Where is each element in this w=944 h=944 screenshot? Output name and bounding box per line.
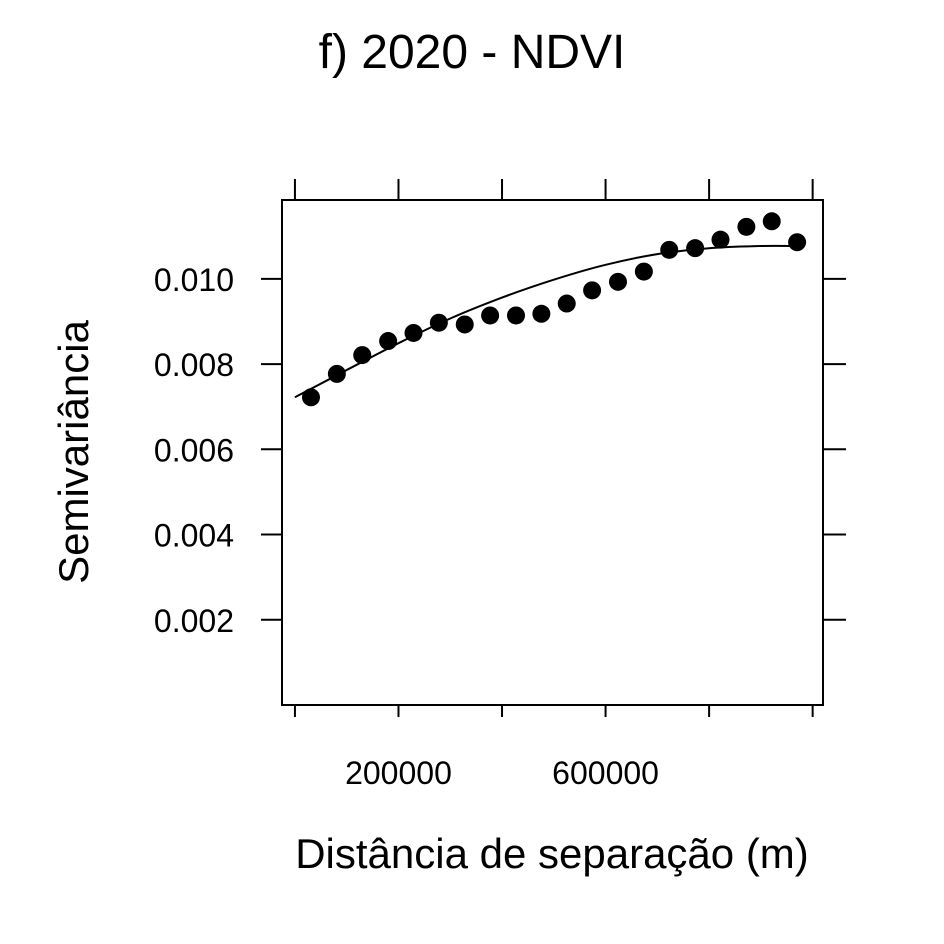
chart-title: f) 2020 - NDVI xyxy=(319,26,626,79)
data-point xyxy=(737,217,756,236)
data-point xyxy=(404,323,423,342)
data-point xyxy=(301,388,320,407)
y-tick-label: 0.006 xyxy=(154,432,234,468)
data-point xyxy=(429,313,448,332)
y-tick-label: 0.004 xyxy=(154,518,234,554)
y-axis-ticks xyxy=(261,277,846,621)
data-point xyxy=(660,240,679,259)
data-point xyxy=(557,294,576,313)
data-point xyxy=(762,212,781,231)
data-point xyxy=(379,332,398,351)
fitted-model-line xyxy=(294,244,798,399)
data-point xyxy=(711,230,730,249)
data-point xyxy=(608,272,627,291)
x-tick-label: 200000 xyxy=(345,755,452,791)
data-point xyxy=(327,364,346,383)
data-point xyxy=(583,281,602,300)
y-tick-label: 0.002 xyxy=(154,603,234,639)
plot-frame xyxy=(281,199,824,706)
data-point xyxy=(634,262,653,281)
x-axis-label: Distância de separação (m) xyxy=(295,830,809,877)
y-axis-label: Semivariância xyxy=(50,319,97,583)
data-points xyxy=(301,212,807,407)
y-tick-label: 0.008 xyxy=(154,347,234,383)
x-axis-tick-labels: 200000 600000 xyxy=(345,755,659,791)
y-axis-tick-labels: 0.002 0.004 0.006 0.008 0.010 xyxy=(154,262,234,639)
data-point xyxy=(788,233,807,252)
data-point xyxy=(532,304,551,323)
x-tick-label: 600000 xyxy=(552,755,659,791)
data-point xyxy=(507,306,526,325)
data-point xyxy=(455,315,474,334)
data-point xyxy=(481,306,500,325)
data-point xyxy=(353,346,372,365)
data-point xyxy=(686,239,705,258)
y-tick-label: 0.010 xyxy=(154,262,234,298)
x-axis-ticks xyxy=(293,179,814,717)
